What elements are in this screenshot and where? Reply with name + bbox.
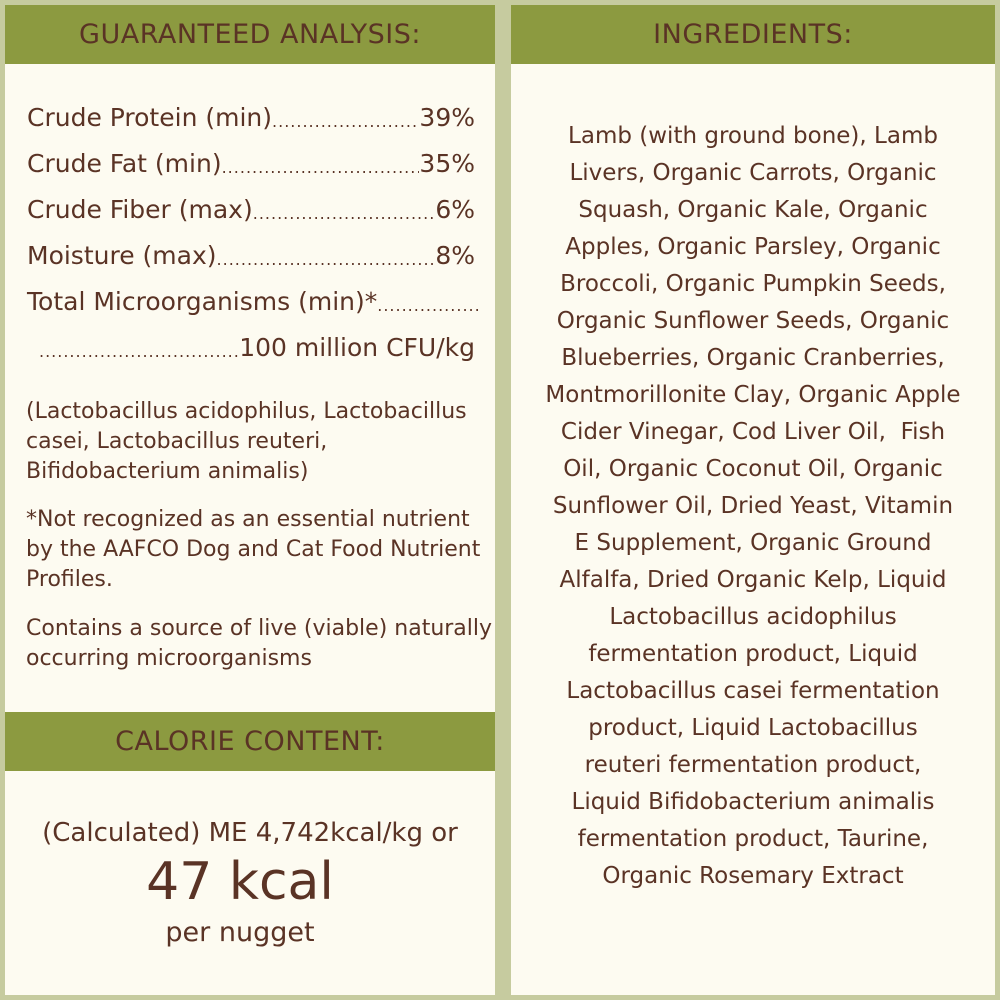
- guaranteed-analysis-panel: GUARANTEED ANALYSIS: Crude Protein (min)…: [5, 5, 495, 995]
- ingredient-line: Cider Vinegar, Cod Liver Oil, Fish: [560, 419, 946, 445]
- ingredient-line: Blueberries, Organic Cranberries,: [561, 345, 945, 371]
- leader-dots: ........................................…: [252, 204, 436, 223]
- ingredient-line: Montmorillonite Clay, Organic Apple: [545, 382, 961, 408]
- ingredient-line: Oil, Organic Coconut Oil, Organic: [563, 456, 943, 482]
- ingredient-line: reuteri fermentation product,: [584, 752, 922, 778]
- ingredient-line: Lactobacillus casei fermentation: [566, 678, 940, 704]
- ingredient-line: fermentation product, Liquid: [588, 641, 918, 667]
- analysis-row: Crude Fat (min).........................…: [27, 144, 475, 188]
- ingredient-line: Apples, Organic Parsley, Organic: [565, 234, 941, 260]
- analysis-label: Moisture (max): [27, 241, 217, 270]
- leader-dots: ........................................…: [377, 296, 479, 315]
- ingredient-line: Organic Sunflower Seeds, Organic: [556, 308, 950, 334]
- ingredients-list: Lamb (with ground bone), Lamb Livers, Org…: [511, 118, 995, 895]
- ingredient-line: Sunflower Oil, Dried Yeast, Vitamin: [552, 493, 954, 519]
- leader-dots: ........................................…: [216, 250, 436, 269]
- analysis-row: Total Microorganisms (min)*.............…: [27, 282, 479, 326]
- analysis-value: 100 million CFU/kg: [239, 333, 475, 362]
- footnote-text: *Not recognized as an essential nutrient…: [26, 507, 481, 592]
- ingredient-line: Broccoli, Organic Pumpkin Seeds,: [560, 271, 946, 297]
- analysis-row: ........................................…: [39, 328, 475, 372]
- calorie-per-nugget-value: 47 kcal: [146, 852, 334, 912]
- ingredients-panel: INGREDIENTS: Lamb (with ground bone), La…: [511, 5, 995, 995]
- ingredients-title: INGREDIENTS:: [511, 5, 995, 64]
- ingredient-line: fermentation product, Taurine,: [577, 826, 929, 852]
- ingredient-line: product, Liquid Lactobacillus: [588, 715, 918, 741]
- strains-text: (Lactobacillus acidophilus, Lactobacillu…: [26, 399, 467, 484]
- analysis-value: 8%: [435, 241, 475, 270]
- calorie-per-nugget-label: per nugget: [165, 917, 315, 948]
- ingredient-line: Livers, Organic Carrots, Organic: [569, 160, 937, 186]
- analysis-value: 39%: [419, 103, 475, 132]
- guaranteed-analysis-title: GUARANTEED ANALYSIS:: [5, 5, 495, 64]
- calorie-content-title: CALORIE CONTENT:: [5, 712, 495, 771]
- analysis-label: Total Microorganisms (min)*: [27, 287, 378, 316]
- analysis-value: 35%: [419, 149, 475, 178]
- leader-dots: ........................................…: [221, 158, 420, 177]
- live-note-text: Contains a source of live (viable) natur…: [26, 616, 493, 671]
- ingredient-line: Organic Rosemary Extract: [602, 863, 904, 889]
- leader-dots: ........................................…: [39, 342, 240, 361]
- ingredient-line: Alfalfa, Dried Organic Kelp, Liquid: [559, 567, 947, 593]
- ingredient-line: Liquid Bifidobacterium animalis: [571, 789, 935, 815]
- analysis-label: Crude Fiber (max): [27, 195, 253, 224]
- calorie-calculated: (Calculated) ME 4,742kcal/kg or: [42, 818, 458, 848]
- analysis-label: Crude Fat (min): [27, 149, 222, 178]
- analysis-value: 6%: [435, 195, 475, 224]
- leader-dots: ........................................…: [272, 112, 419, 131]
- analysis-label: Crude Protein (min): [27, 103, 273, 132]
- ingredient-line: E Supplement, Organic Ground: [574, 530, 932, 556]
- analysis-row: Moisture (max)..........................…: [27, 236, 475, 280]
- analysis-row: Crude Protein (min).....................…: [27, 98, 475, 142]
- ingredient-line: Lamb (with ground bone), Lamb: [568, 123, 938, 149]
- analysis-row: Crude Fiber (max).......................…: [27, 190, 475, 234]
- ingredient-line: Squash, Organic Kale, Organic: [578, 197, 928, 223]
- ingredient-line: Lactobacillus acidophilus: [609, 604, 897, 630]
